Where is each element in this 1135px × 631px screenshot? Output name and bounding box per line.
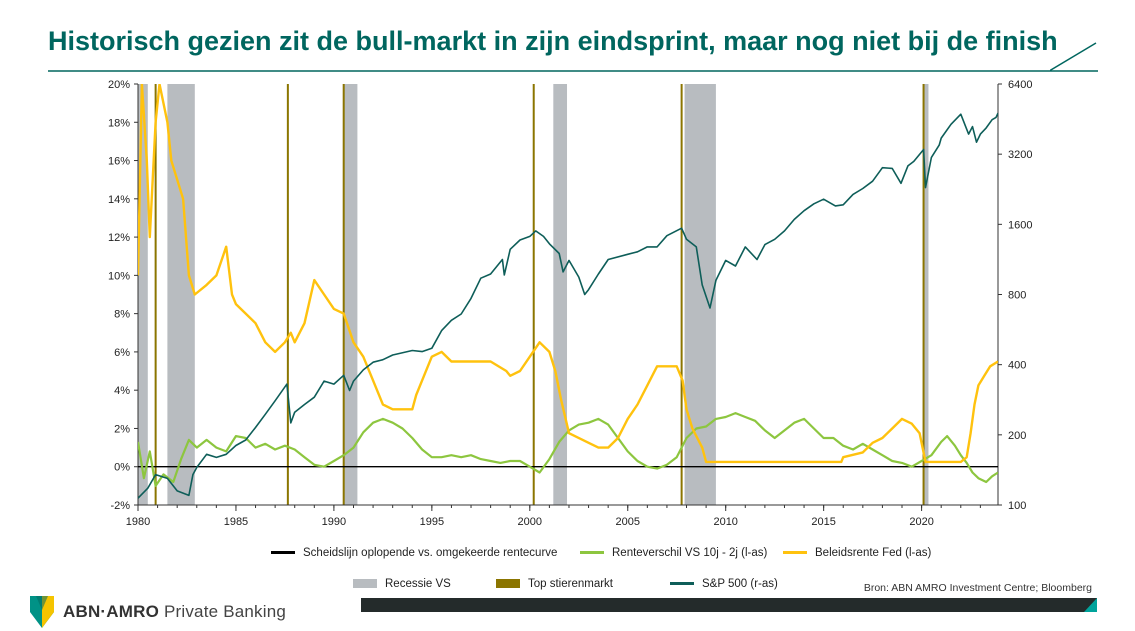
y-left-tick-label: 14% xyxy=(108,194,130,206)
recession-band xyxy=(167,84,195,505)
recession-band xyxy=(553,84,568,505)
legend-label: Renteverschil VS 10j - 2j (l-as) xyxy=(612,547,768,559)
title-underline xyxy=(48,70,1098,72)
y-left-tick-label: 4% xyxy=(114,385,130,397)
x-tick-label: 2015 xyxy=(811,516,835,528)
y-left-tick-label: -2% xyxy=(110,500,130,512)
sp500-line xyxy=(138,112,998,499)
y-right-tick-label: 3200 xyxy=(1008,149,1032,161)
legend-item-sp500: S&P 500 (r-as) xyxy=(670,578,778,590)
brand-name: ABN·AMRO Private Banking xyxy=(63,602,286,622)
legend-swatch xyxy=(271,551,295,555)
legend-swatch xyxy=(783,551,807,555)
chart-series xyxy=(138,84,998,499)
y-right-tick-label: 400 xyxy=(1008,360,1026,372)
tick-labels: -2% 0% 2% 4% 6% 8% 10% 12% 14% 16% 18% 20% 100 200 400… xyxy=(108,79,1033,528)
x-tick-label: 2000 xyxy=(518,516,542,528)
legend-item-renteverschil: Renteverschil VS 10j - 2j (l-as) xyxy=(580,547,767,559)
abn-amro-shield-icon xyxy=(30,596,54,628)
x-tick-label: 2020 xyxy=(909,516,933,528)
brand-name-bold: ABN·AMRO xyxy=(63,602,160,621)
legend-swatch xyxy=(670,582,694,586)
y-left-tick-label: 16% xyxy=(108,156,130,168)
y-right-tick-label: 200 xyxy=(1008,430,1026,442)
legend-item-top-stierenmarkt: Top stierenmarkt xyxy=(496,578,613,590)
y-left-tick-label: 8% xyxy=(114,309,130,321)
title-rule-tail xyxy=(1050,42,1097,72)
legend-label: Top stierenmarkt xyxy=(528,578,614,590)
legend-item-recessie: Recessie VS xyxy=(353,578,451,590)
y-left-tick-label: 20% xyxy=(108,79,130,91)
y-right-tick-label: 800 xyxy=(1008,290,1026,302)
y-right-tick-label: 1600 xyxy=(1008,219,1032,231)
y-right-tick-label: 100 xyxy=(1008,500,1026,512)
x-tick-label: 1985 xyxy=(224,516,248,528)
x-tick-label: 1995 xyxy=(420,516,444,528)
legend-item-scheidslijn: Scheidslijn oplopende vs. omgekeerde ren… xyxy=(271,547,557,559)
x-tick-label: 1980 xyxy=(126,516,150,528)
brand-logo: ABN·AMRO Private Banking xyxy=(30,596,286,628)
legend-swatch xyxy=(353,579,377,589)
source-note: Bron: ABN AMRO Investment Centre; Bloomb… xyxy=(863,582,1092,594)
y-left-tick-label: 18% xyxy=(108,117,130,129)
recession-band xyxy=(923,84,929,505)
footer-bar xyxy=(361,598,1097,612)
page-title: Historisch gezien zit de bull-markt in z… xyxy=(48,26,1058,56)
x-tick-label: 2005 xyxy=(616,516,640,528)
legend-swatch xyxy=(580,551,604,555)
y-left-tick-label: 10% xyxy=(108,270,130,282)
legend-label: S&P 500 (r-as) xyxy=(702,578,778,590)
chart-axes xyxy=(134,83,1002,511)
y-right-tick-label: 6400 xyxy=(1008,79,1032,91)
x-tick-label: 1990 xyxy=(322,516,346,528)
recession-band xyxy=(138,84,148,505)
y-left-tick-label: 0% xyxy=(114,462,130,474)
legend-label: Recessie VS xyxy=(385,578,451,590)
spread-10y-2y-line xyxy=(138,412,998,487)
y-left-tick-label: 6% xyxy=(114,347,130,359)
legend-item-beleidsrente: Beleidsrente Fed (l-as) xyxy=(783,547,931,559)
fed-funds-rate-line xyxy=(138,84,998,464)
y-left-tick-label: 2% xyxy=(114,423,130,435)
footer-accent xyxy=(1084,598,1097,612)
brand-name-sub: Private Banking xyxy=(163,602,287,621)
y-left-tick-label: 12% xyxy=(108,232,130,244)
recession-band xyxy=(343,84,358,505)
x-tick-label: 2010 xyxy=(713,516,737,528)
legend-swatch xyxy=(496,579,520,589)
bull-market-top-lines xyxy=(154,84,925,505)
legend-label: Beleidsrente Fed (l-as) xyxy=(815,547,932,559)
legend-label: Scheidslijn oplopende vs. omgekeerde ren… xyxy=(303,547,558,559)
